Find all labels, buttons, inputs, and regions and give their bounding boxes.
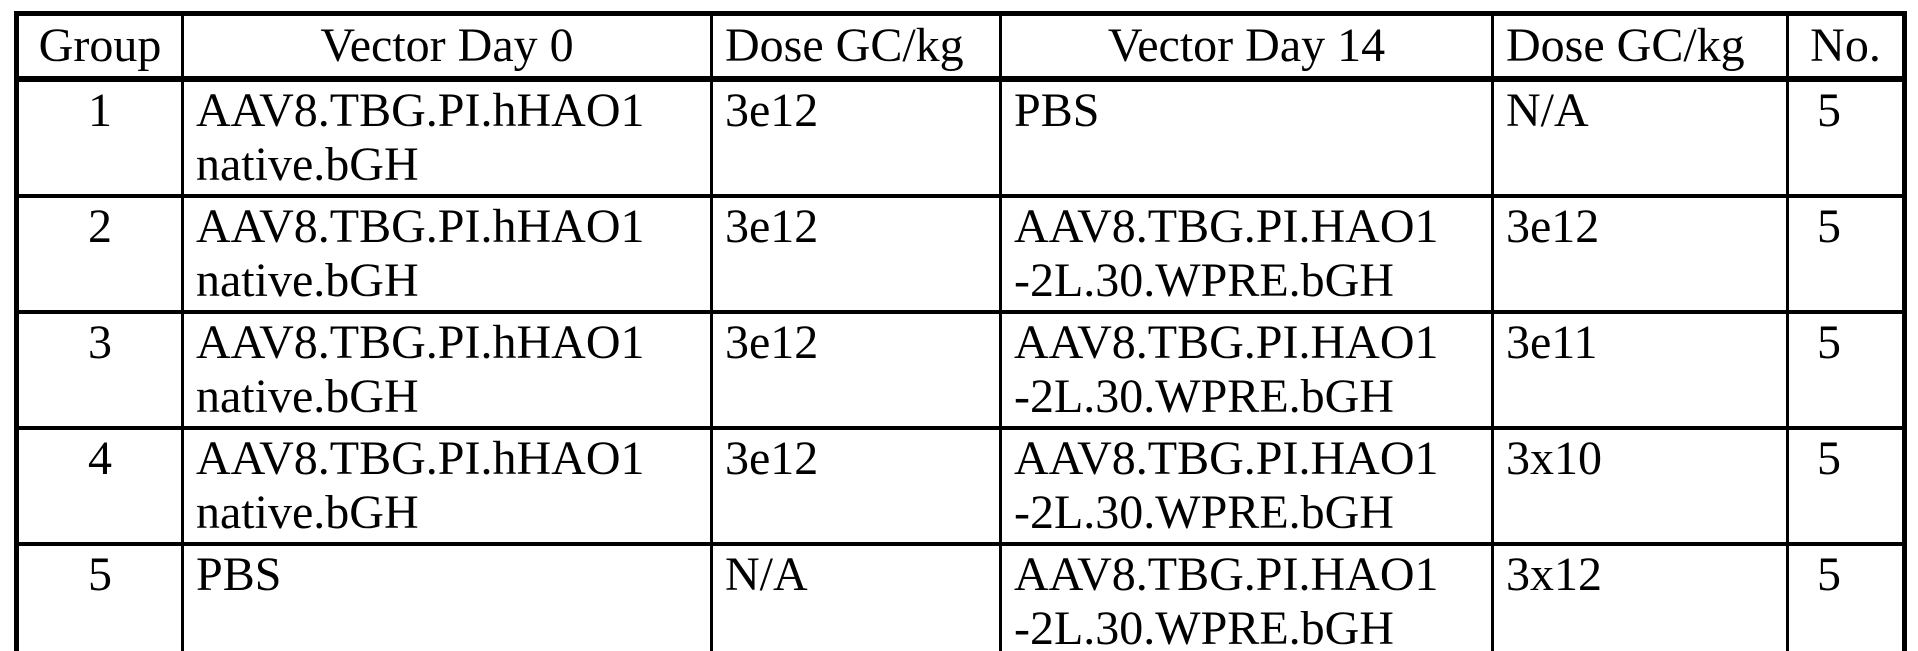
table-row: 1 AAV8.TBG.PI.hHAO1 native.bGH 3e12 PBS … [15, 77, 1906, 198]
table-row: 4 AAV8.TBG.PI.hHAO1 native.bGH 3e12 AAV8… [15, 426, 1906, 546]
cell-no: 5 [1786, 310, 1906, 430]
cell-vector-day0: AAV8.TBG.PI.hHAO1 native.bGH [181, 426, 713, 546]
cell-vector-day14: PBS [999, 77, 1494, 198]
cell-dose-day14: 3e12 [1491, 194, 1789, 314]
cell-dose-day0: 3e12 [710, 77, 1002, 198]
cell-vector-day14: AAV8.TBG.PI.HAO1 -2L.30.WPRE.bGH [999, 426, 1494, 546]
cell-dose-day0: 3e12 [710, 194, 1002, 314]
cell-vector-day14: AAV8.TBG.PI.HAO1 -2L.30.WPRE.bGH [999, 194, 1494, 314]
cell-vector-day14: AAV8.TBG.PI.HAO1 -2L.30.WPRE.bGH [999, 542, 1494, 651]
cell-group: 2 [15, 194, 184, 314]
cell-vector-day0: PBS [181, 542, 713, 651]
cell-vector-day14: AAV8.TBG.PI.HAO1 -2L.30.WPRE.bGH [999, 310, 1494, 430]
cell-no: 5 [1786, 77, 1906, 198]
table-row: 2 AAV8.TBG.PI.hHAO1 native.bGH 3e12 AAV8… [15, 194, 1906, 314]
header-vector-day0: Vector Day 0 [181, 12, 713, 82]
study-design-table: Group Vector Day 0 Dose GC/kg Vector Day… [14, 11, 1907, 651]
cell-dose-day0: 3e12 [710, 426, 1002, 546]
cell-group: 3 [15, 310, 184, 430]
table-row: 5 PBS N/A AAV8.TBG.PI.HAO1 -2L.30.WPRE.b… [15, 542, 1906, 651]
cell-group: 5 [15, 542, 184, 651]
header-dose-day14: Dose GC/kg [1491, 12, 1789, 82]
cell-no: 5 [1786, 542, 1906, 651]
cell-group: 1 [15, 77, 184, 198]
table-header-row: Group Vector Day 0 Dose GC/kg Vector Day… [15, 12, 1906, 82]
cell-group: 4 [15, 426, 184, 546]
header-no: No. [1786, 12, 1906, 82]
cell-dose-day0: 3e12 [710, 310, 1002, 430]
header-vector-day14: Vector Day 14 [999, 12, 1494, 82]
cell-vector-day0: AAV8.TBG.PI.hHAO1 native.bGH [181, 194, 713, 314]
cell-vector-day0: AAV8.TBG.PI.hHAO1 native.bGH [181, 77, 713, 198]
cell-dose-day14: N/A [1491, 77, 1789, 198]
header-dose-day0: Dose GC/kg [710, 12, 1002, 82]
cell-no: 5 [1786, 194, 1906, 314]
cell-vector-day0: AAV8.TBG.PI.hHAO1 native.bGH [181, 310, 713, 430]
cell-dose-day0: N/A [710, 542, 1002, 651]
cell-dose-day14: 3x10 [1491, 426, 1789, 546]
table-row: 3 AAV8.TBG.PI.hHAO1 native.bGH 3e12 AAV8… [15, 310, 1906, 430]
header-group: Group [15, 12, 184, 82]
cell-no: 5 [1786, 426, 1906, 546]
cell-dose-day14: 3e11 [1491, 310, 1789, 430]
cell-dose-day14: 3x12 [1491, 542, 1789, 651]
